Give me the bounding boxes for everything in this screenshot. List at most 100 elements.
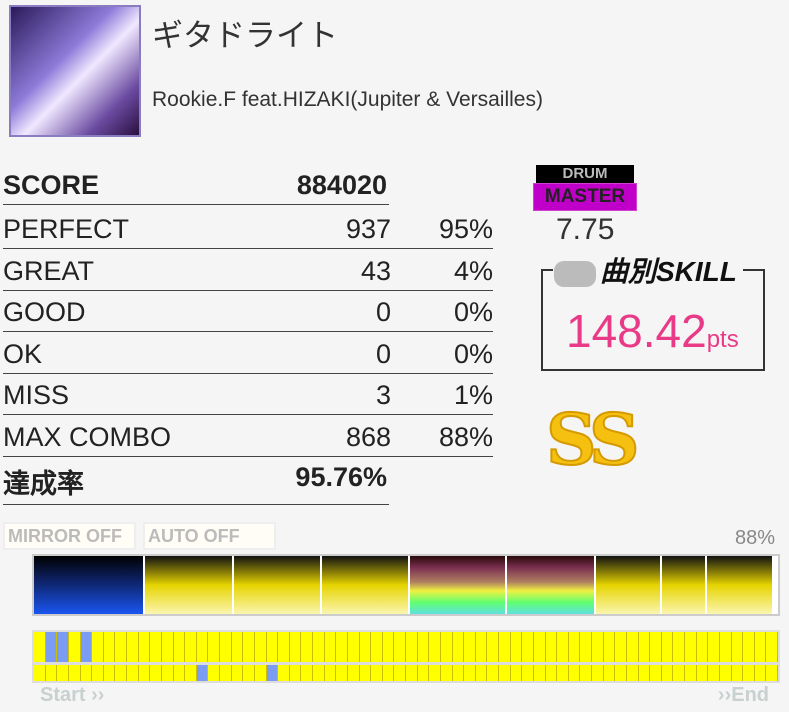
section-yellow <box>234 556 322 614</box>
timeline-cell <box>92 632 104 662</box>
timeline-cell <box>220 665 232 681</box>
timeline-cell <box>173 632 186 662</box>
section-rainbow <box>507 556 596 614</box>
timeline-cell <box>754 665 767 681</box>
timeline-cell <box>650 665 662 681</box>
timeline-cell <box>766 632 778 662</box>
timeline-cell <box>196 665 209 681</box>
section-yellow <box>596 556 662 614</box>
timeline-cell <box>487 665 499 681</box>
timeline-cell <box>417 632 430 662</box>
timeline-cell <box>440 665 453 681</box>
timeline-cell <box>406 632 418 662</box>
timeline-cell <box>499 632 511 662</box>
judgement-count: 3 <box>375 380 391 410</box>
timeline-cell <box>150 632 162 662</box>
section-yellow <box>145 556 234 614</box>
skill-label: 曲別SKILL <box>554 250 737 290</box>
timeline-cell <box>510 665 523 681</box>
timeline-cell <box>92 665 104 681</box>
difficulty-name: MASTER <box>533 183 637 211</box>
timeline-end-label: ››End <box>717 684 769 706</box>
timeline-cell <box>533 632 546 662</box>
section-yellow <box>322 556 410 614</box>
timeline-cell <box>592 632 604 662</box>
timeline-cell <box>661 665 674 681</box>
timeline-row-1 <box>32 630 780 664</box>
timeline-cell <box>359 632 372 662</box>
judgement-label: GREAT <box>3 255 95 286</box>
timeline-cell <box>371 632 383 662</box>
judgement-count: 868 <box>345 421 391 452</box>
timeline-cell <box>719 665 732 681</box>
timeline-cell <box>615 665 627 681</box>
timeline-cell <box>231 665 244 681</box>
judgement-label: GOOD <box>3 297 86 327</box>
timeline-cell <box>417 665 430 681</box>
timeline-cell <box>464 632 476 662</box>
timeline-cell <box>324 632 337 662</box>
song-artist: Rookie.F feat.HIZAKI(Jupiter & Versaille… <box>152 88 543 111</box>
timeline-cell <box>650 632 662 662</box>
album-jacket <box>9 5 141 137</box>
timeline-cell <box>743 665 755 681</box>
timeline-cell <box>592 665 604 681</box>
timeline-cell <box>45 632 58 662</box>
timeline-cell <box>533 665 546 681</box>
timeline-cell <box>696 632 709 662</box>
timeline-cell <box>359 665 372 681</box>
timeline-cell <box>243 632 255 662</box>
timeline-cell <box>231 632 244 662</box>
timeline-cell <box>266 632 279 662</box>
timeline-cell <box>80 632 93 662</box>
timeline-cell <box>661 632 674 662</box>
judgement-row: GREAT 43 4% <box>3 250 493 291</box>
judgement-label: PERFECT <box>3 214 130 244</box>
timeline-cell <box>115 665 127 681</box>
timeline-cell <box>371 665 383 681</box>
timeline-cell <box>254 632 267 662</box>
timeline-cell <box>103 665 116 681</box>
timeline-cell <box>685 665 697 681</box>
timeline-cell <box>208 665 220 681</box>
timeline-cell <box>475 665 488 681</box>
timeline-cell <box>324 665 337 681</box>
judgement-count: 0 <box>375 338 391 369</box>
timeline-cell <box>336 632 348 662</box>
timeline-cell <box>185 665 197 681</box>
judgement-row: MISS 3 1% <box>3 374 493 415</box>
timeline-cell <box>708 665 720 681</box>
judgement-count: 0 <box>375 297 391 327</box>
timeline-cell <box>545 665 558 681</box>
timeline-cell <box>557 665 569 681</box>
timeline-cell <box>452 665 465 681</box>
section-gauge <box>32 554 780 616</box>
combo-percent: 88% <box>734 527 775 549</box>
timeline-cell <box>754 632 767 662</box>
timeline-cell <box>57 632 69 662</box>
timeline-cell <box>522 632 534 662</box>
timeline-cell <box>301 665 313 681</box>
drum-icon <box>554 260 596 287</box>
timeline-cell <box>68 665 81 681</box>
timeline-cell <box>34 632 46 662</box>
timeline-cell <box>313 632 325 662</box>
timeline-cell <box>161 632 174 662</box>
timeline-cell <box>440 632 453 662</box>
timeline-cell <box>347 665 360 681</box>
timeline-cell <box>57 665 69 681</box>
timeline-cell <box>696 665 709 681</box>
timeline-cell <box>452 632 465 662</box>
timeline-cell <box>545 632 558 662</box>
timeline-cell <box>278 665 290 681</box>
timeline-cell <box>603 665 616 681</box>
timeline-cell <box>289 665 302 681</box>
timeline-cell <box>220 632 232 662</box>
judgement-row: GOOD 0 0% <box>3 291 493 332</box>
difficulty-level: 7.75 <box>556 213 615 246</box>
section-blue <box>34 556 145 614</box>
timeline-cell <box>626 665 639 681</box>
timeline-cell <box>731 665 744 681</box>
timeline-cell <box>394 632 406 662</box>
section-rainbow <box>410 556 507 614</box>
